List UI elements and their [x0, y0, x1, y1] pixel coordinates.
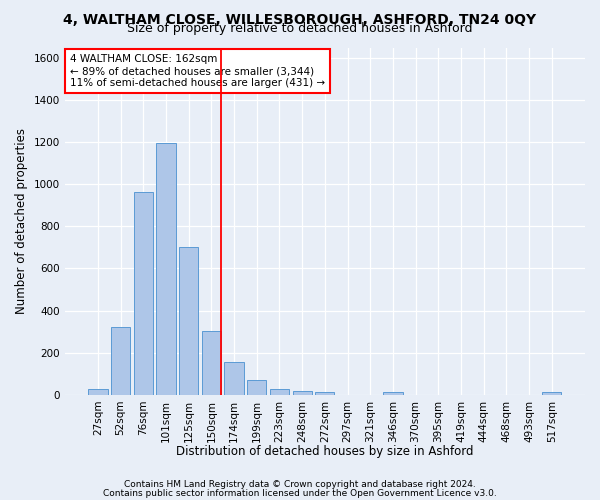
Bar: [315, 392, 334, 394]
Bar: [224, 362, 244, 394]
Text: Contains HM Land Registry data © Crown copyright and database right 2024.: Contains HM Land Registry data © Crown c…: [124, 480, 476, 489]
Bar: [383, 392, 403, 394]
Bar: [88, 389, 107, 394]
Bar: [270, 389, 289, 394]
Bar: [542, 392, 562, 394]
Bar: [157, 144, 176, 394]
Bar: [293, 391, 312, 394]
Bar: [202, 330, 221, 394]
Text: 4 WALTHAM CLOSE: 162sqm
← 89% of detached houses are smaller (3,344)
11% of semi: 4 WALTHAM CLOSE: 162sqm ← 89% of detache…: [70, 54, 325, 88]
Bar: [134, 192, 153, 394]
Y-axis label: Number of detached properties: Number of detached properties: [15, 128, 28, 314]
Bar: [247, 380, 266, 394]
Text: Contains public sector information licensed under the Open Government Licence v3: Contains public sector information licen…: [103, 488, 497, 498]
Text: 4, WALTHAM CLOSE, WILLESBOROUGH, ASHFORD, TN24 0QY: 4, WALTHAM CLOSE, WILLESBOROUGH, ASHFORD…: [64, 12, 536, 26]
Bar: [179, 248, 199, 394]
Bar: [111, 328, 130, 394]
X-axis label: Distribution of detached houses by size in Ashford: Distribution of detached houses by size …: [176, 444, 473, 458]
Text: Size of property relative to detached houses in Ashford: Size of property relative to detached ho…: [127, 22, 473, 35]
